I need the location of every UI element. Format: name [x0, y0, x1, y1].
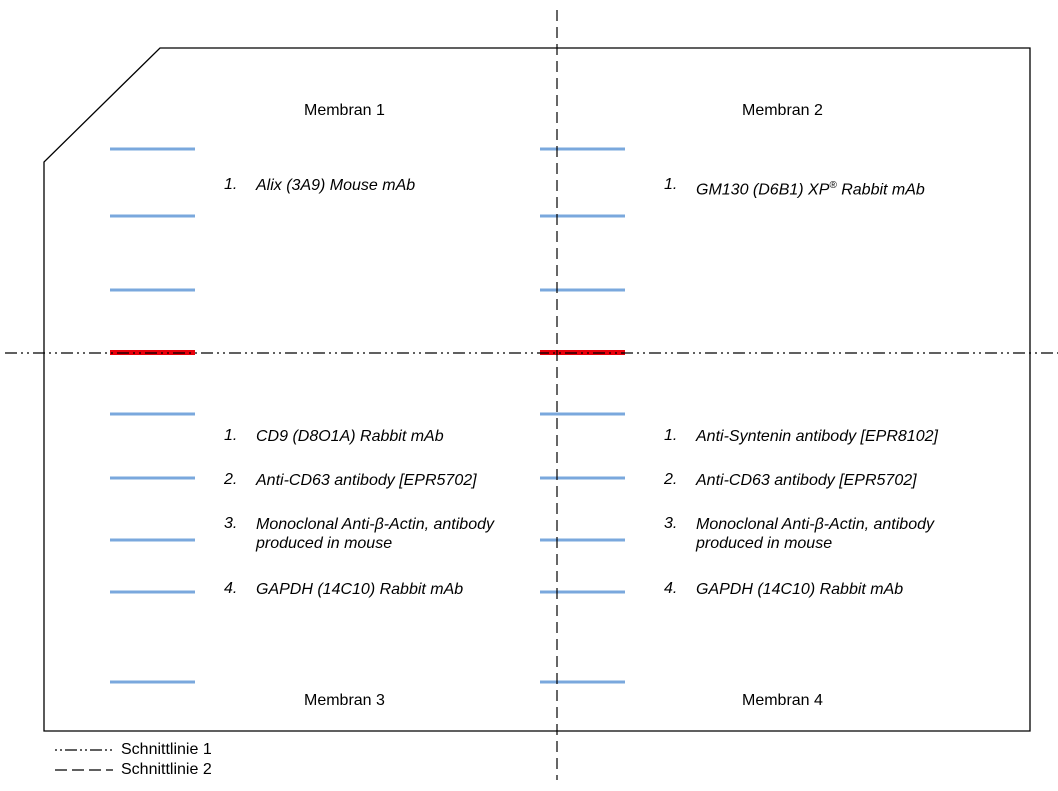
- dashed-line-icon: [55, 769, 113, 771]
- legend-label: Schnittlinie 2: [121, 761, 212, 778]
- antibody-name: Anti-Syntenin antibody [EPR8102]: [696, 428, 938, 445]
- membrane-4-title: Membran 4: [742, 692, 823, 709]
- antibody-number: 1.: [224, 176, 238, 193]
- antibody-name: Monoclonal Anti-β-Actin, antibody produc…: [696, 516, 934, 552]
- antibody-number: 2.: [224, 471, 238, 488]
- antibody-number: 4.: [664, 580, 678, 597]
- antibody-name: Alix (3A9) Mouse mAb: [256, 177, 416, 194]
- membrane-outline: [43, 47, 1031, 732]
- antibody-item: 1. Anti-Syntenin antibody [EPR8102]: [664, 427, 938, 446]
- antibody-number: 1.: [664, 176, 678, 193]
- antibody-name: CD9 (D8O1A) Rabbit mAb: [256, 428, 444, 445]
- antibody-name: Monoclonal Anti-β-Actin, antibody produc…: [256, 516, 494, 552]
- antibody-number: 1.: [224, 427, 238, 444]
- antibody-number: 3.: [664, 515, 678, 532]
- antibody-item: 3. Monoclonal Anti-β-Actin, antibody pro…: [664, 515, 986, 553]
- antibody-name: Anti-CD63 antibody [EPR5702]: [696, 472, 917, 489]
- antibody-name: Anti-CD63 antibody [EPR5702]: [256, 472, 477, 489]
- antibody-item: 1. Alix (3A9) Mouse mAb: [224, 176, 415, 195]
- antibody-number: 4.: [224, 580, 238, 597]
- antibody-number: 2.: [664, 471, 678, 488]
- legend-label: Schnittlinie 1: [121, 741, 212, 758]
- antibody-name: GM130 (D6B1) XP® Rabbit mAb: [696, 176, 925, 199]
- registered-mark: ®: [829, 180, 837, 191]
- marker-lines-right: [540, 147, 625, 684]
- antibody-item: 1. GM130 (D6B1) XP® Rabbit mAb: [664, 176, 925, 199]
- legend-cut-line-2: Schnittlinie 2: [55, 761, 212, 779]
- antibody-number: 1.: [664, 427, 678, 444]
- antibody-item: 4. GAPDH (14C10) Rabbit mAb: [664, 580, 903, 599]
- dash-dot-dot-line-icon: [55, 749, 113, 751]
- antibody-item: 2. Anti-CD63 antibody [EPR5702]: [664, 471, 917, 490]
- membrane-2-title: Membran 2: [742, 102, 823, 119]
- marker-lines-left: [110, 147, 195, 684]
- antibody-name: GAPDH (14C10) Rabbit mAb: [696, 581, 904, 598]
- antibody-number: 3.: [224, 515, 238, 532]
- antibody-item: 3. Monoclonal Anti-β-Actin, antibody pro…: [224, 515, 546, 553]
- antibody-item: 4. GAPDH (14C10) Rabbit mAb: [224, 580, 463, 599]
- antibody-item: 2. Anti-CD63 antibody [EPR5702]: [224, 471, 477, 490]
- membrane-1-title: Membran 1: [304, 102, 385, 119]
- antibody-name-end: Rabbit mAb: [836, 181, 925, 199]
- membrane-3-title: Membran 3: [304, 692, 385, 709]
- antibody-name-main: GM130 (D6B1) XP: [696, 181, 830, 199]
- antibody-item: 1. CD9 (D8O1A) Rabbit mAb: [224, 427, 444, 446]
- legend-cut-line-1: Schnittlinie 1: [55, 741, 212, 759]
- antibody-name: GAPDH (14C10) Rabbit mAb: [256, 581, 464, 598]
